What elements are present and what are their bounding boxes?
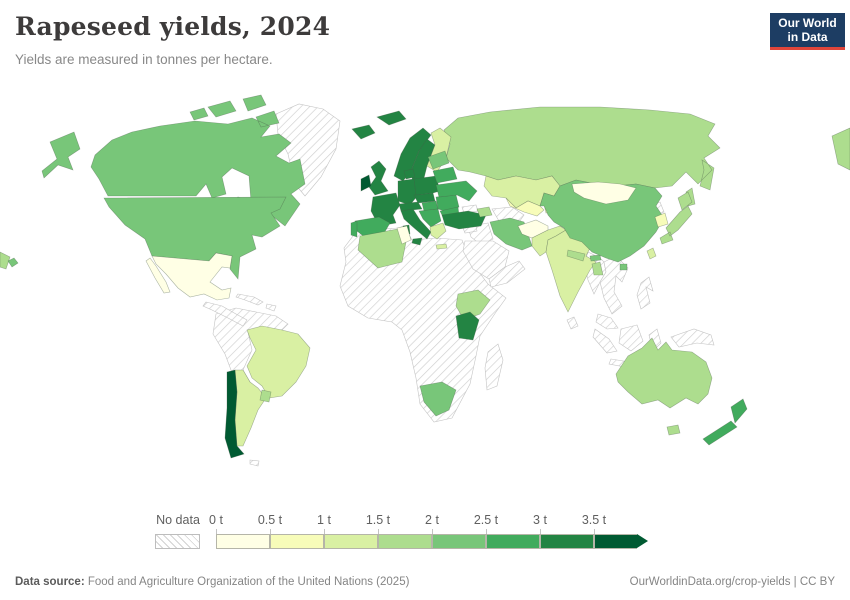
map-region-poland[interactable] (413, 175, 441, 196)
legend-bin-1-1.5 t[interactable] (324, 534, 378, 549)
map-region-australia[interactable] (615, 337, 713, 436)
map-region-hispaniola[interactable] (265, 303, 277, 312)
world-map (0, 94, 850, 467)
legend-tick-label: 3.5 t (581, 513, 607, 527)
map-region-philippines[interactable] (636, 276, 654, 310)
map-region-yemen-oman[interactable] (488, 260, 526, 288)
map-region-denmark[interactable] (403, 168, 416, 180)
map-region-cuba-caribbean[interactable] (235, 293, 264, 306)
data-source-text: Data source: Food and Agriculture Organi… (15, 576, 409, 588)
legend-tick-label: 2.5 t (473, 513, 499, 527)
map-region-baltic-states[interactable] (427, 150, 450, 170)
map-region-turkey[interactable] (441, 210, 487, 230)
no-data-label: No data (156, 513, 200, 527)
map-region-new-zealand[interactable] (702, 398, 748, 446)
map-region-iceland[interactable] (351, 124, 376, 140)
owid-logo[interactable]: Our World in Data (770, 13, 845, 50)
owid-logo-line2: in Data (787, 30, 828, 44)
map-region-united-states[interactable] (7, 131, 287, 280)
map-region-norway[interactable] (376, 110, 432, 182)
map-region-tunisia[interactable] (396, 225, 412, 245)
map-region-azerbaijan[interactable] (476, 206, 493, 218)
owid-logo-line1: Our World (778, 16, 837, 30)
legend-tick-mark (378, 529, 379, 534)
map-region-portugal[interactable] (350, 220, 358, 238)
map-region-mongolia[interactable] (571, 181, 637, 205)
legend-bin-0-0.5 t[interactable] (216, 534, 270, 549)
legend-bin-1.5-2 t[interactable] (378, 534, 432, 549)
map-region-south-africa[interactable] (419, 381, 457, 417)
map-region-ukraine[interactable] (435, 180, 478, 202)
legend-tick-mark (540, 529, 541, 534)
map-region-brazil[interactable] (246, 325, 311, 399)
map-region-chile[interactable] (224, 369, 245, 459)
legend-tick-mark (594, 529, 595, 534)
legend-bin-2-2.5 t[interactable] (432, 534, 486, 549)
map-region-madagascar[interactable] (484, 343, 504, 391)
map-region-sri-lanka[interactable] (566, 316, 579, 330)
map-region-ethiopia[interactable] (455, 289, 491, 321)
legend-tick-label: 1 t (317, 513, 331, 527)
legend-tick-label: 3 t (533, 513, 547, 527)
legend-bin-3.5+ t[interactable] (594, 534, 637, 549)
map-region-balkans[interactable] (418, 208, 442, 228)
legend-bin-3-3.5 t[interactable] (540, 534, 594, 549)
map-region-germany[interactable] (397, 178, 419, 206)
map-region-china[interactable] (539, 179, 665, 271)
legend-tick-label: 0 t (209, 513, 223, 527)
no-data-swatch[interactable] (155, 534, 200, 549)
data-source-label: Data source: (15, 576, 85, 588)
map-region-mexico[interactable] (145, 252, 233, 301)
map-region-south-korea[interactable] (654, 212, 669, 228)
legend-bins: 0 t 0.5 t 1 t 1.5 t 2 t 2.5 t 3 t 3.5 t (209, 513, 676, 553)
map-region-bhutan[interactable] (589, 254, 602, 262)
legend-arrow (637, 534, 648, 548)
legend-tick-mark (486, 529, 487, 534)
map-region-uruguay[interactable] (259, 389, 272, 403)
map-region-belarus[interactable] (432, 166, 458, 184)
map-region-falkland-islands[interactable] (249, 459, 260, 467)
map-region-central-america[interactable] (202, 301, 248, 327)
page-title: Rapeseed yields, 2024 (15, 12, 331, 41)
map-region-ireland[interactable] (360, 174, 372, 192)
footer-link[interactable]: OurWorldinData.org/crop-yields | CC BY (629, 576, 835, 588)
legend-bin-2.5-3 t[interactable] (486, 534, 540, 549)
map-region-united-kingdom[interactable] (368, 160, 389, 196)
legend-tick-mark (432, 529, 433, 534)
map-region-switzerland-austria[interactable] (398, 201, 423, 212)
legend-tick-mark (324, 529, 325, 534)
map-legend: No data 0 t 0.5 t 1 t 1.5 t 2 t 2.5 t 3 t 3.5 t (0, 513, 850, 555)
map-region-japan[interactable] (659, 191, 693, 245)
page-subtitle: Yields are measured in tonnes per hectar… (15, 52, 273, 67)
legend-tick-label: 2 t (425, 513, 439, 527)
map-region-bangladesh[interactable] (591, 261, 604, 276)
map-region-nepal[interactable] (566, 249, 586, 262)
legend-tick-mark (270, 529, 271, 534)
map-region-uzbekistan[interactable] (505, 197, 545, 217)
legend-tick-mark (216, 529, 217, 534)
map-region-russia[interactable] (0, 106, 850, 270)
legend-no-data[interactable]: No data (155, 513, 201, 549)
legend-bin-0.5-1 t[interactable] (270, 534, 324, 549)
map-region-greece[interactable] (429, 222, 448, 250)
map-region-africa-no-data[interactable] (339, 225, 507, 423)
legend-tick-label: 1.5 t (365, 513, 391, 527)
map-region-taiwan[interactable] (646, 247, 657, 260)
legend-tick-label: 0.5 t (257, 513, 283, 527)
map-region-new-guinea[interactable] (670, 328, 715, 348)
data-source-value: Food and Agriculture Organization of the… (84, 576, 410, 588)
map-region-kenya[interactable] (455, 311, 480, 341)
